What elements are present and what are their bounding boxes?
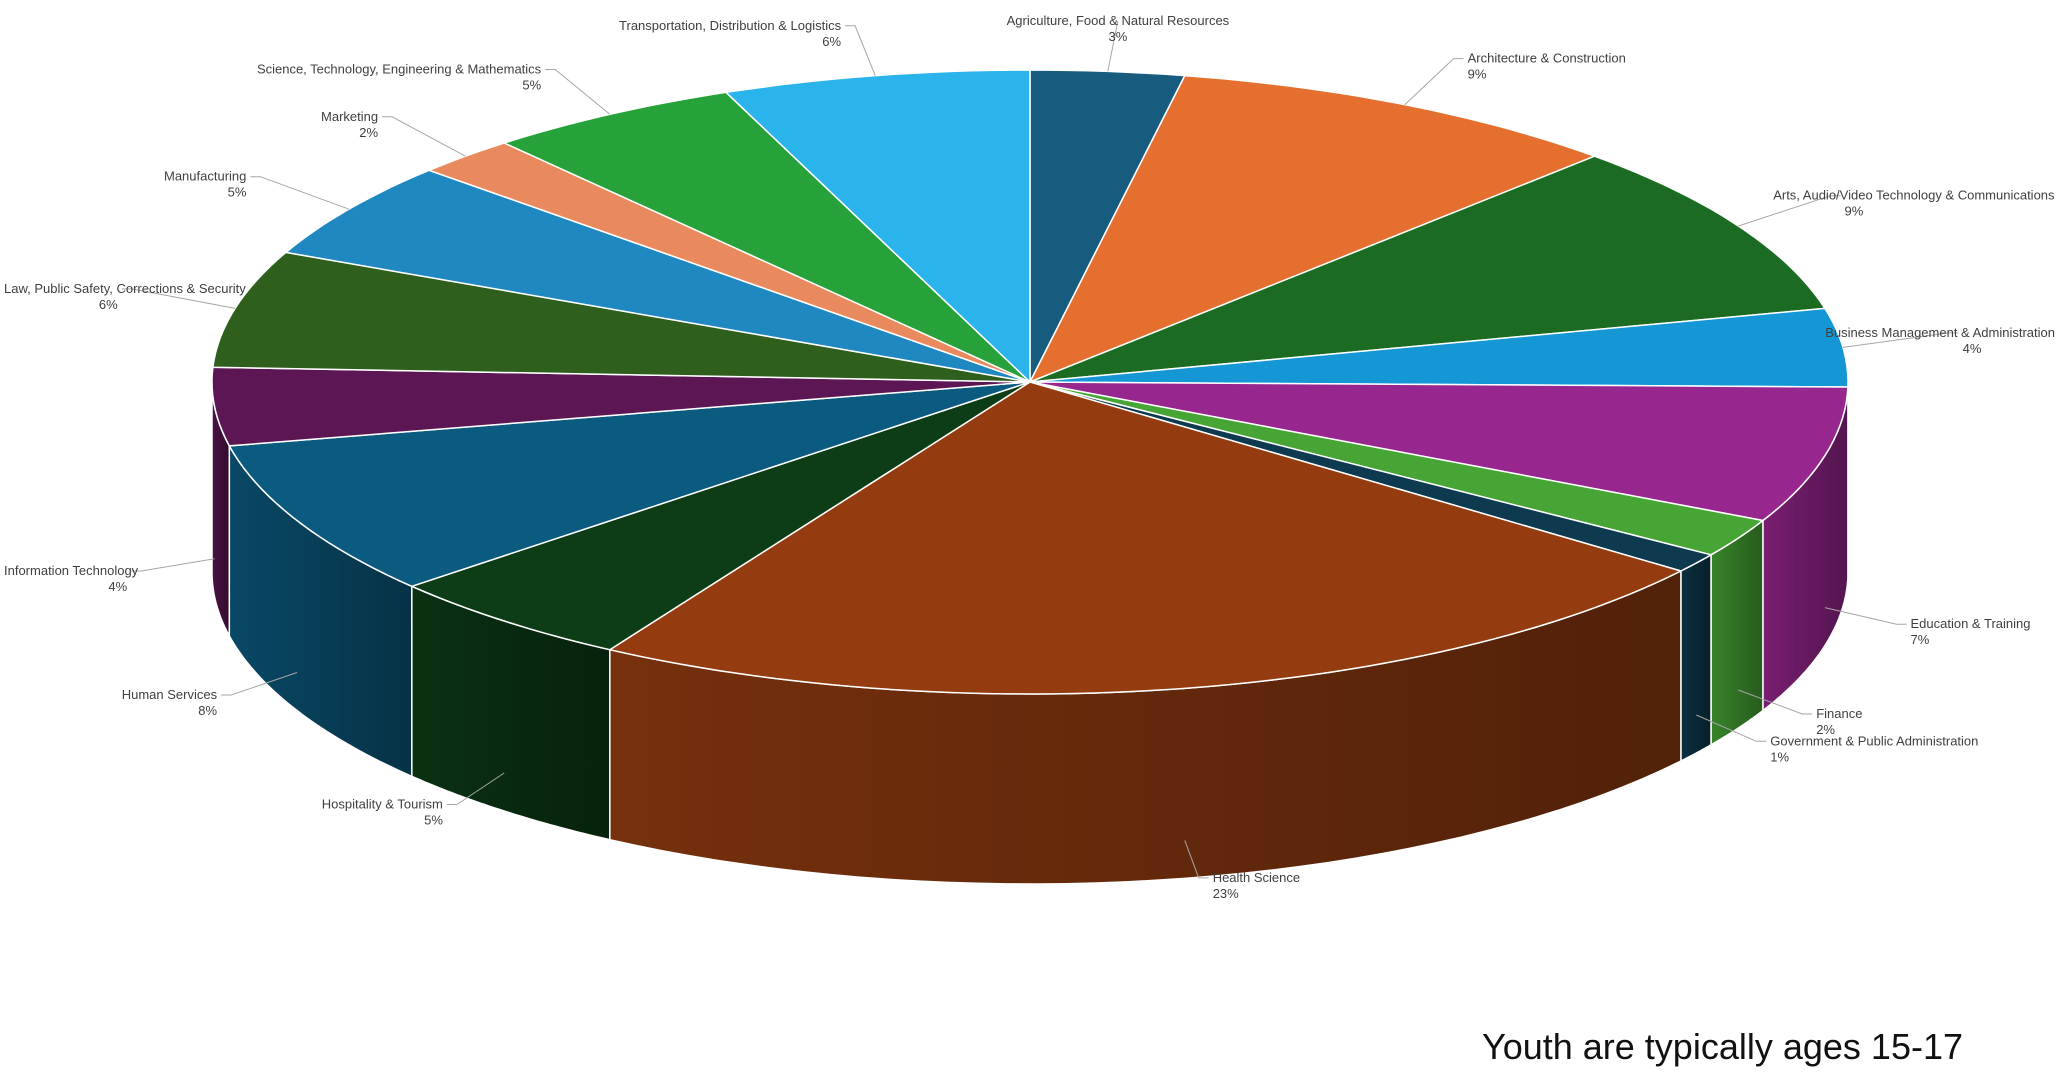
slice-finance bbox=[1029, 381, 1764, 556]
slice-human-services bbox=[228, 381, 1031, 588]
leader-line-marketing bbox=[382, 116, 466, 157]
data-label-human-services: Human Services bbox=[122, 687, 218, 702]
data-label-architecture-and-construction: Architecture & Construction bbox=[1468, 51, 1626, 66]
data-value-hospitality-and-tourism: 5% bbox=[424, 813, 443, 828]
data-value-education-and-training: 7% bbox=[1911, 632, 1930, 647]
leader-line-information-technology bbox=[131, 558, 215, 572]
data-value-architecture-and-construction: 9% bbox=[1468, 67, 1487, 82]
data-label-manufacturing: Manufacturing bbox=[164, 169, 246, 184]
pie-top-faces bbox=[211, 69, 1849, 695]
data-label-information-technology: Information Technology bbox=[4, 563, 139, 578]
leader-line-transportation-distribution-and-logistics bbox=[845, 25, 876, 76]
slice-side-finance bbox=[1710, 518, 1764, 747]
data-label-transportation-distribution-and-logistics: Transportation, Distribution & Logistics bbox=[619, 18, 842, 33]
data-value-human-services: 8% bbox=[198, 703, 217, 718]
data-value-transportation-distribution-and-logistics: 6% bbox=[822, 34, 841, 49]
leader-line-arts-audio-video-technology-and-communications bbox=[1738, 195, 1841, 227]
data-label-business-management-and-administration: Business Management & Administration bbox=[1825, 325, 2055, 340]
data-value-science-technology-engineering-and-mathematics: 5% bbox=[522, 78, 541, 93]
data-value-business-management-and-administration: 4% bbox=[1963, 341, 1982, 356]
data-value-health-science: 23% bbox=[1213, 886, 1239, 901]
data-label-arts-audio-video-technology-and-communications: Arts, Audio/Video Technology & Communica… bbox=[1773, 188, 2055, 203]
slice-government-and-public-administration bbox=[1029, 381, 1712, 572]
leader-line-education-and-training bbox=[1824, 607, 1907, 625]
slice-education-and-training bbox=[1029, 381, 1849, 522]
leader-line-government-and-public-administration bbox=[1696, 714, 1767, 742]
data-label-marketing: Marketing bbox=[321, 109, 378, 124]
leader-line-human-services bbox=[221, 672, 298, 696]
leader-line-law-public-safety-corrections-and-security bbox=[121, 288, 236, 309]
data-label-health-science: Health Science bbox=[1213, 870, 1300, 885]
data-label-government-and-public-administration: Government & Public Administration bbox=[1770, 733, 1978, 748]
leader-line-business-management-and-administration bbox=[1842, 332, 1959, 348]
youth-age-note: Youth are typically ages 15-17 bbox=[1482, 1026, 1963, 1067]
slice-arts-audio-video-technology-and-communications bbox=[1029, 155, 1826, 383]
leader-line-hospitality-and-tourism bbox=[446, 772, 505, 805]
data-value-arts-audio-video-technology-and-communications: 9% bbox=[1845, 204, 1864, 219]
slice-hospitality-and-tourism bbox=[411, 381, 1031, 651]
data-label-law-public-safety-corrections-and-security: Law, Public Safety, Corrections & Securi… bbox=[4, 281, 246, 296]
leader-line-science-technology-engineering-and-mathematics bbox=[545, 69, 611, 115]
leader-line-agriculture-food-and-natural-resources bbox=[1107, 20, 1119, 72]
slice-information-technology bbox=[211, 366, 1031, 447]
leader-line-health-science bbox=[1184, 840, 1209, 879]
slice-side-government-and-public-administration bbox=[1680, 553, 1712, 763]
data-label-education-and-training: Education & Training bbox=[1911, 616, 2031, 631]
data-label-finance: Finance bbox=[1816, 706, 1862, 721]
leader-line-architecture-and-construction bbox=[1404, 58, 1464, 106]
data-value-finance: 2% bbox=[1816, 722, 1835, 737]
slice-science-technology-engineering-and-mathematics bbox=[503, 91, 1031, 383]
data-value-manufacturing: 5% bbox=[228, 185, 247, 200]
data-label-agriculture-food-and-natural-resources: Agriculture, Food & Natural Resources bbox=[1007, 13, 1230, 28]
data-value-government-and-public-administration: 1% bbox=[1770, 749, 1789, 764]
data-label-science-technology-engineering-and-mathematics: Science, Technology, Engineering & Mathe… bbox=[257, 62, 542, 77]
data-label-hospitality-and-tourism: Hospitality & Tourism bbox=[322, 797, 443, 812]
slice-business-management-and-administration bbox=[1029, 307, 1849, 388]
slice-health-science bbox=[609, 381, 1682, 695]
data-value-agriculture-food-and-natural-resources: 3% bbox=[1109, 29, 1128, 44]
data-value-marketing: 2% bbox=[359, 125, 378, 140]
leader-line-manufacturing bbox=[250, 176, 350, 210]
leader-line-finance bbox=[1738, 689, 1813, 715]
data-value-information-technology: 4% bbox=[108, 579, 127, 594]
data-value-law-public-safety-corrections-and-security: 6% bbox=[99, 297, 118, 312]
